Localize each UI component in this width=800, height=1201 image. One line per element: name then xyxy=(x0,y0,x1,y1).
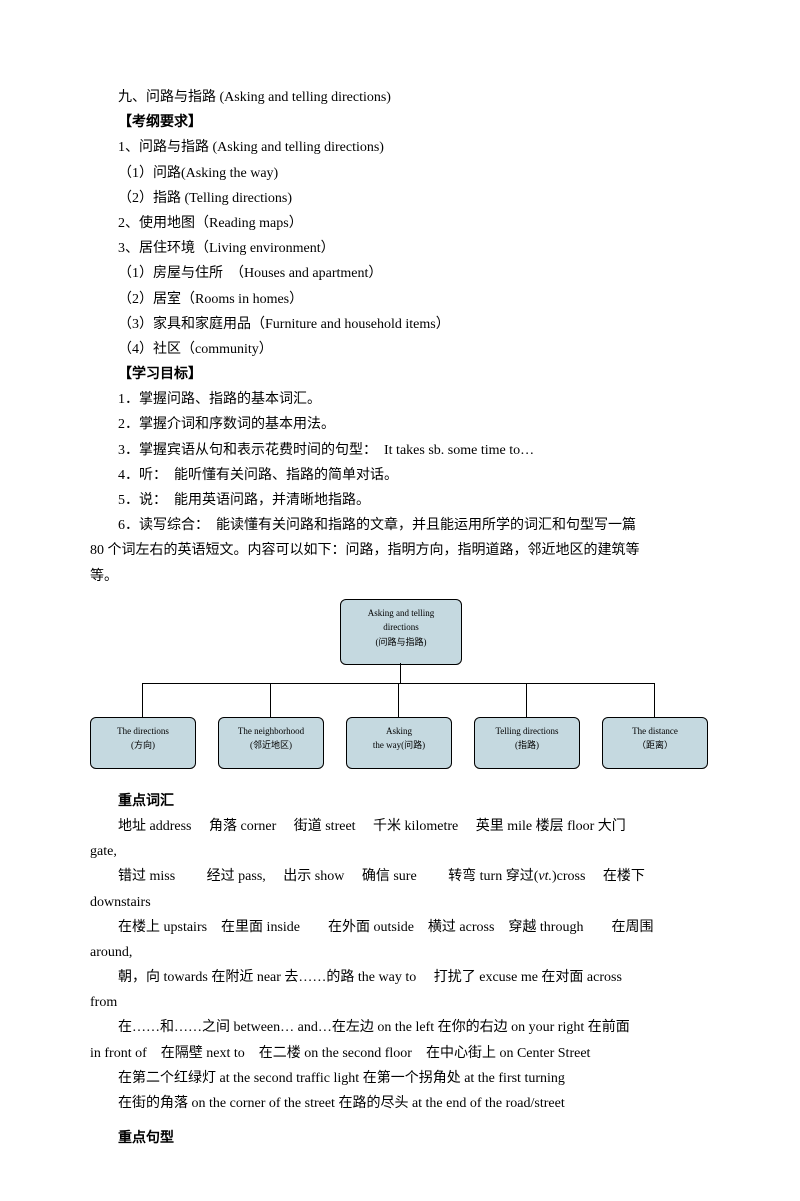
vocab-line: gate, xyxy=(90,839,710,864)
node-label: The neighborhood xyxy=(219,724,323,738)
vocab-text: 错过 miss 经过 pass, 出示 show 确信 sure 转弯 turn… xyxy=(118,869,538,884)
node-label: (问路与指路) xyxy=(341,635,461,649)
vocab-line: downstairs xyxy=(90,890,710,915)
vocab-line: around, xyxy=(90,940,710,965)
vocab-header: 重点词汇 xyxy=(90,789,710,814)
syllabus-line: 3、居住环境（Living environment） xyxy=(90,236,710,261)
node-label: The distance xyxy=(603,724,707,738)
diagram-child-node: The neighborhood (邻近地区) xyxy=(218,717,324,769)
vocab-line: 在街的角落 on the corner of the street 在路的尽头 … xyxy=(90,1091,710,1116)
diagram-child-node: The distance （距离） xyxy=(602,717,708,769)
vocab-line: in front of 在隔壁 next to 在二楼 on the secon… xyxy=(90,1041,710,1066)
diagram-child-node: Asking the way(问路) xyxy=(346,717,452,769)
node-label: the way(问路) xyxy=(347,738,451,752)
connector-line xyxy=(526,683,527,717)
node-label: Asking and telling xyxy=(341,606,461,620)
node-label: Asking xyxy=(347,724,451,738)
objective-line: 4．听： 能听懂有关问路、指路的简单对话。 xyxy=(90,463,710,488)
vocab-text: )cross 在楼下 xyxy=(552,869,645,884)
vocab-line: 地址 address 角落 corner 街道 street 千米 kilome… xyxy=(90,814,710,839)
diagram-child-node: Telling directions (指路) xyxy=(474,717,580,769)
node-label: The directions xyxy=(91,724,195,738)
syllabus-header: 【考纲要求】 xyxy=(90,110,710,135)
node-label: (指路) xyxy=(475,738,579,752)
vocab-line: 朝，向 towards 在附近 near 去……的路 the way to 打扰… xyxy=(90,965,710,990)
page-content: 九、问路与指路 (Asking and telling directions) … xyxy=(0,0,800,1201)
node-label: (邻近地区) xyxy=(219,738,323,752)
sentence-header: 重点句型 xyxy=(90,1126,710,1151)
objective-line: 80 个词左右的英语短文。内容可以如下：问路，指明方向，指明道路，邻近地区的建筑… xyxy=(90,538,710,563)
objective-line: 6．读写综合： 能读懂有关问路和指路的文章，并且能运用所学的词汇和句型写一篇 xyxy=(90,513,710,538)
node-label: （距离） xyxy=(603,738,707,752)
objectives-header: 【学习目标】 xyxy=(90,362,710,387)
vocab-line: 在楼上 upstairs 在里面 inside 在外面 outside 横过 a… xyxy=(90,915,710,940)
connector-line xyxy=(398,683,399,717)
objective-line: 2．掌握介词和序数词的基本用法。 xyxy=(90,412,710,437)
vocab-line: from xyxy=(90,990,710,1015)
diagram-root-node: Asking and telling directions (问路与指路) xyxy=(340,599,462,665)
concept-diagram: Asking and telling directions (问路与指路) Th… xyxy=(90,599,710,769)
objective-line: 5．说： 能用英语问路，并清晰地指路。 xyxy=(90,488,710,513)
syllabus-line: （2）居室（Rooms in homes） xyxy=(90,287,710,312)
node-label: (方向) xyxy=(91,738,195,752)
objective-line: 1．掌握问路、指路的基本词汇。 xyxy=(90,387,710,412)
connector-line xyxy=(654,683,655,717)
syllabus-line: 1、问路与指路 (Asking and telling directions) xyxy=(90,135,710,160)
node-label: directions xyxy=(341,620,461,634)
node-label: Telling directions xyxy=(475,724,579,738)
syllabus-line: （3）家具和家庭用品（Furniture and household items… xyxy=(90,312,710,337)
objective-line: 3．掌握宾语从句和表示花费时间的句型： It takes sb. some ti… xyxy=(90,438,710,463)
diagram-child-node: The directions (方向) xyxy=(90,717,196,769)
vocab-line: 错过 miss 经过 pass, 出示 show 确信 sure 转弯 turn… xyxy=(90,864,710,889)
syllabus-line: （1）房屋与住所 （Houses and apartment） xyxy=(90,261,710,286)
vocab-italic: vt. xyxy=(538,869,552,884)
connector-line xyxy=(400,663,401,683)
spacer xyxy=(90,1116,710,1126)
syllabus-line: （1）问路(Asking the way) xyxy=(90,161,710,186)
syllabus-line: 2、使用地图（Reading maps） xyxy=(90,211,710,236)
objective-line: 等。 xyxy=(90,564,710,589)
connector-line xyxy=(270,683,271,717)
connector-line xyxy=(142,683,143,717)
syllabus-line: （4）社区（community） xyxy=(90,337,710,362)
syllabus-line: （2）指路 (Telling directions) xyxy=(90,186,710,211)
page-title: 九、问路与指路 (Asking and telling directions) xyxy=(90,85,710,110)
vocab-line: 在……和……之间 between… and…在左边 on the left 在你… xyxy=(90,1015,710,1040)
vocab-line: 在第二个红绿灯 at the second traffic light 在第一个… xyxy=(90,1066,710,1091)
